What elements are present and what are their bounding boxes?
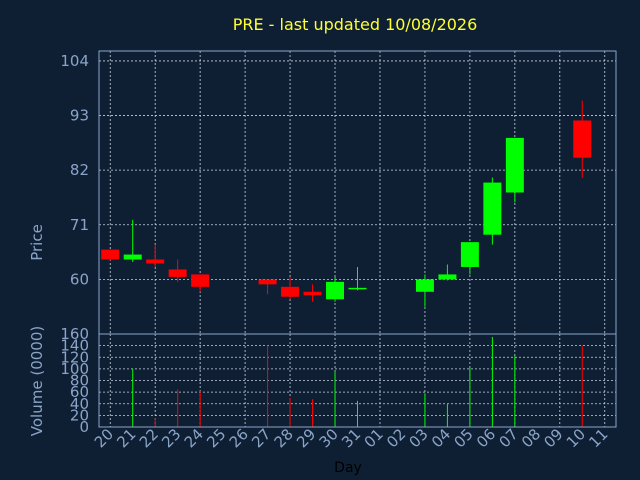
- volume-y-tick-label: 60: [70, 383, 89, 401]
- candle-body: [168, 269, 187, 277]
- candle-body: [348, 287, 367, 290]
- price-y-tick-label: 71: [70, 216, 89, 234]
- candle-body: [505, 137, 524, 193]
- candle-body: [146, 259, 165, 264]
- x-tick-label: 11: [585, 425, 611, 451]
- candle-body: [258, 279, 277, 285]
- candle-body: [326, 281, 345, 300]
- volume-y-tick-label: 20: [70, 406, 89, 424]
- price-y-tick-label: 82: [70, 161, 89, 179]
- volume-panel-frame: [98, 333, 617, 428]
- volume-y-tick-label: 80: [70, 372, 89, 390]
- candle-body: [483, 182, 502, 235]
- candle-body: [281, 286, 300, 297]
- volume-y-tick-label: 160: [60, 325, 89, 343]
- price-y-tick-labels: 60 71 82 93 104: [60, 52, 89, 288]
- volume-y-tick-label: 0: [79, 418, 89, 436]
- price-y-tick-label: 93: [70, 107, 89, 125]
- candle-body: [303, 291, 322, 296]
- price-candles: [101, 100, 592, 307]
- candle-body: [415, 279, 434, 292]
- volume-y-tick-label: 40: [70, 395, 89, 413]
- x-tick-labels: 2021222324252627282930310102030405060708…: [91, 425, 612, 451]
- candle-body: [123, 254, 142, 260]
- x-axis-label: Day: [334, 460, 362, 476]
- price-y-tick-label: 60: [70, 270, 89, 288]
- price-y-tick-label: 104: [60, 52, 89, 70]
- price-axis-label: Price: [28, 224, 46, 261]
- candle-body: [573, 120, 592, 158]
- volume-y-tick-label: 140: [60, 337, 89, 355]
- price-gridlines: [99, 51, 616, 334]
- volume-y-tick-label: 120: [60, 348, 89, 366]
- candle-body: [101, 249, 120, 260]
- chart-title: PRE - last updated 10/08/2026: [233, 15, 478, 34]
- volume-axis-label: Volume (0000): [28, 326, 46, 436]
- candle-body: [460, 242, 479, 267]
- price-panel-frame: [98, 50, 617, 335]
- candle-body: [191, 274, 210, 287]
- candle-body: [438, 274, 457, 280]
- volume-bars: [132, 336, 583, 427]
- volume-y-tick-label: 100: [60, 360, 89, 378]
